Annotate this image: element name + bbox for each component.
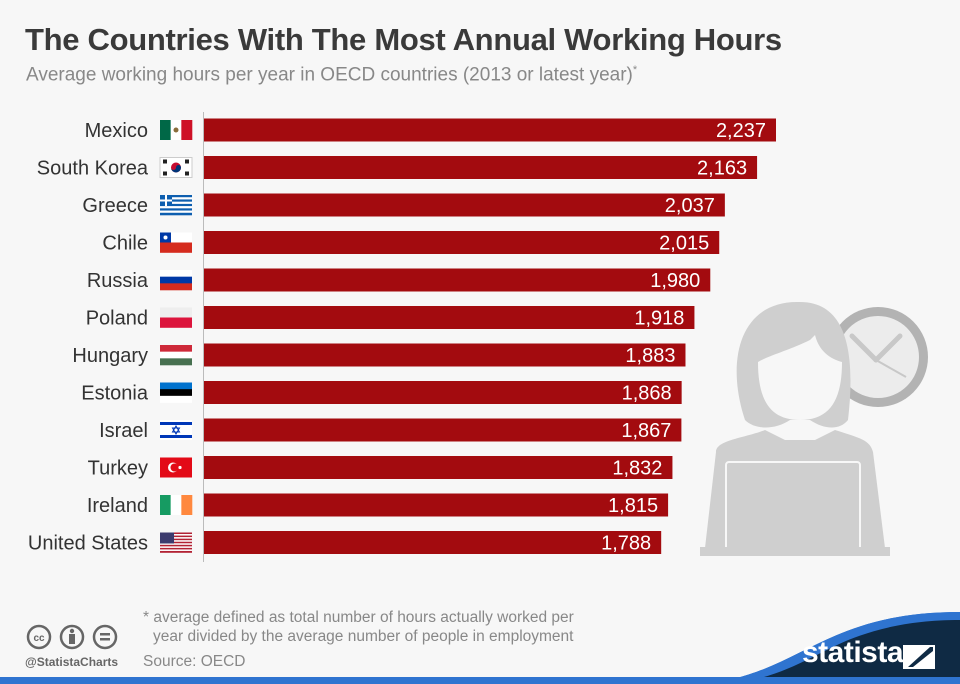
chart-subtitle: Average working hours per year in OECD c… bbox=[26, 64, 637, 86]
laptop-icon bbox=[725, 461, 861, 553]
israel-flag-icon bbox=[160, 420, 192, 440]
bar bbox=[204, 231, 720, 254]
bar bbox=[204, 306, 695, 329]
category-label: Estonia bbox=[81, 383, 149, 405]
value-label: 2,163 bbox=[697, 158, 747, 180]
category-label: South Korea bbox=[37, 158, 149, 180]
footnote: * average defined as total number of hou… bbox=[143, 608, 574, 646]
value-label: 1,980 bbox=[650, 270, 700, 292]
chart-title: The Countries With The Most Annual Worki… bbox=[25, 22, 782, 57]
footer-blue-strip bbox=[0, 677, 960, 684]
value-label: 2,237 bbox=[716, 120, 766, 142]
value-label: 2,015 bbox=[659, 233, 709, 255]
bar bbox=[204, 193, 725, 217]
value-label: 1,815 bbox=[608, 495, 658, 517]
bar bbox=[204, 381, 682, 404]
value-label: 2,037 bbox=[665, 195, 715, 217]
value-label: 1,867 bbox=[621, 420, 671, 442]
footer-navy-band bbox=[712, 620, 960, 684]
category-label: Greece bbox=[82, 195, 148, 217]
value-label: 1,832 bbox=[612, 458, 662, 480]
bar bbox=[204, 456, 673, 479]
bar bbox=[204, 156, 758, 179]
united-states-flag-icon bbox=[160, 532, 192, 553]
creative-commons-icons: cc bbox=[26, 624, 118, 650]
category-label: Poland bbox=[86, 308, 148, 330]
estonia-flag-icon bbox=[160, 382, 192, 403]
no-derivatives-icon bbox=[92, 624, 118, 650]
cc-icon bbox=[26, 624, 52, 650]
statista-logo: statista bbox=[802, 636, 904, 669]
footnote-line-1: * average defined as total number of hou… bbox=[143, 609, 574, 626]
category-label: Ireland bbox=[87, 495, 148, 517]
category-label: Russia bbox=[87, 270, 149, 292]
greece-flag-icon bbox=[160, 195, 192, 216]
bar bbox=[204, 118, 776, 142]
bar bbox=[204, 531, 662, 554]
poland-flag-icon bbox=[160, 307, 192, 328]
russia-flag-icon bbox=[160, 270, 192, 291]
value-label: 1,868 bbox=[622, 383, 672, 405]
source-note: Source: OECD bbox=[143, 653, 246, 670]
value-label: 1,883 bbox=[625, 345, 675, 367]
turkey-flag-icon bbox=[160, 457, 192, 478]
ireland-flag-icon bbox=[160, 495, 193, 515]
chile-flag-icon bbox=[160, 232, 192, 253]
value-label: 1,918 bbox=[634, 308, 684, 330]
subtitle-text: Average working hours per year in OECD c… bbox=[26, 64, 633, 86]
bar bbox=[204, 418, 682, 442]
bar-chart: Mexico 2,237 South Korea 2,163 Greece 2,037 Ch… bbox=[28, 112, 928, 562]
category-label: Israel bbox=[99, 420, 148, 442]
category-label: United States bbox=[28, 533, 148, 555]
bar bbox=[204, 268, 711, 292]
category-label: Turkey bbox=[88, 458, 148, 480]
bar bbox=[204, 493, 669, 517]
footnote-line-2: year divided by the average number of pe… bbox=[153, 628, 574, 645]
attribution-icon bbox=[59, 624, 85, 650]
subtitle-asterisk: * bbox=[632, 64, 638, 76]
twitter-handle: @StatistaCharts bbox=[25, 655, 119, 669]
category-label: Hungary bbox=[72, 345, 148, 367]
value-label: 1,788 bbox=[601, 533, 651, 555]
worker-illustration bbox=[700, 301, 928, 556]
south-korea-flag-icon bbox=[159, 157, 193, 178]
hungary-flag-icon bbox=[160, 345, 192, 366]
svg-text:cc: cc bbox=[33, 633, 45, 644]
category-label: Chile bbox=[102, 233, 148, 255]
category-label: Mexico bbox=[85, 120, 148, 142]
bar bbox=[204, 343, 686, 367]
mexico-flag-icon bbox=[160, 120, 193, 140]
